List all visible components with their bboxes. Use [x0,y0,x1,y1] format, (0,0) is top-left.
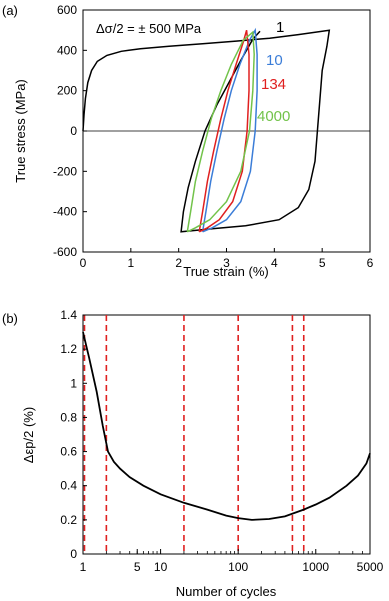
y-tick-label: -600 [53,245,77,259]
x-tick-label: 1000 [302,560,329,574]
y-tick-label: 0.6 [60,445,77,459]
y-tick-label: 1.2 [60,342,77,356]
panel-b-series-group [83,332,370,520]
x-tick-label: 2 [175,256,182,270]
x-tick-label: 10 [154,560,168,574]
x-tick-label: 6 [367,256,374,270]
y-tick-label: 400 [57,43,77,57]
legend-label-1: 1 [276,19,284,36]
panel-a-ylabel: True stress (MPa) [13,79,28,183]
y-tick-label: 0.2 [60,513,77,527]
panel-a-xlabel: True strain (%) [183,264,268,279]
panel-b-plot: 1 5 10 100 1000 5000 1.4 1.2 1 0.8 0.6 0.4 0.2 0 [60,308,383,574]
legend-label-134: 134 [261,76,286,93]
y-tick-label: 200 [57,84,77,98]
x-tick-label: 1 [127,256,134,270]
panel-b-label: (b) [2,311,18,326]
legend-label-10: 10 [266,52,283,69]
panel-b-ylabel: Δεp/2 (%) [21,407,36,463]
panel-a-y-ticks: 600 400 200 0 -200 -400 -600 [53,3,87,259]
panel-a-annotation: Δσ/2 = ± 500 MPa [96,21,202,36]
x-tick-label: 4 [271,256,278,270]
series-line-plastic-strain [83,332,370,520]
y-tick-label: 0 [70,547,77,561]
x-tick-label: 1 [80,560,87,574]
y-tick-label: 0 [70,124,77,138]
panel-b-xlabel: Number of cycles [176,584,277,599]
y-tick-label: 0.4 [60,479,77,493]
y-tick-label: 1.4 [60,308,77,322]
x-tick-label: 100 [228,560,248,574]
y-tick-label: -200 [53,164,77,178]
panel-b-frame [83,315,370,554]
y-tick-label: -400 [53,205,77,219]
panel-b-x-ticks: 1 5 10 100 1000 5000 [80,549,384,574]
x-tick-label: 5 [319,256,326,270]
x-tick-label: 5000 [357,560,384,574]
panel-a-label: (a) [2,3,18,18]
y-tick-label: 600 [57,3,77,17]
y-tick-label: 1 [70,376,77,390]
y-tick-label: 0.8 [60,410,77,424]
x-tick-label: 5 [134,560,141,574]
x-tick-label: 0 [80,256,87,270]
legend-label-4000: 4000 [257,108,290,125]
